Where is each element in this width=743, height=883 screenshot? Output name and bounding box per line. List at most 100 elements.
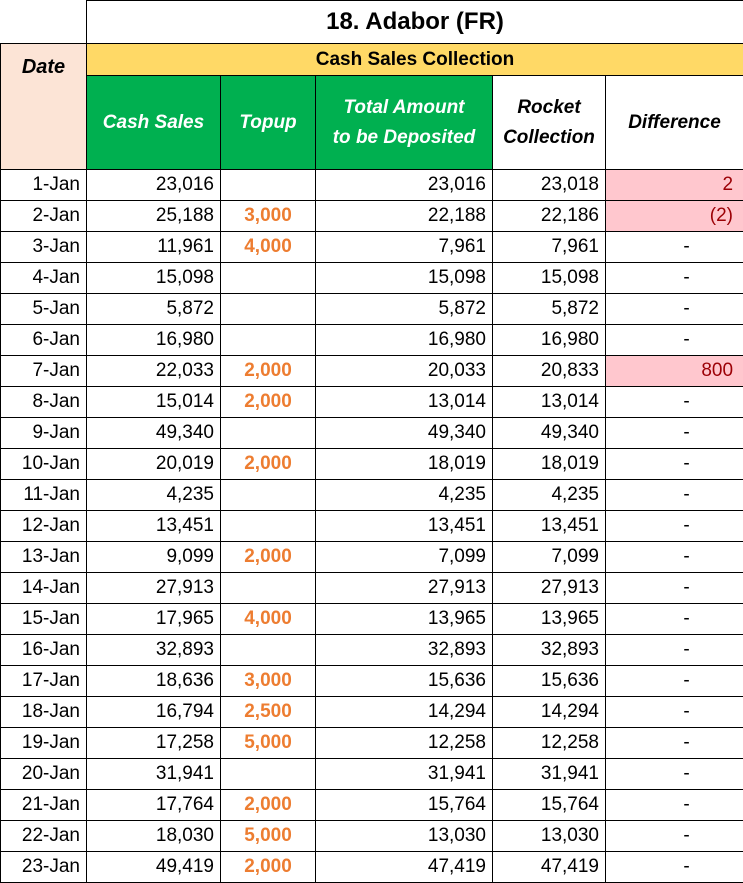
date-cell[interactable]: 5-Jan: [0, 293, 87, 325]
difference-cell[interactable]: -: [604, 665, 743, 697]
rocket-collection-cell[interactable]: 23,018: [492, 169, 606, 201]
difference-cell[interactable]: -: [604, 634, 743, 666]
cash-sales-cell[interactable]: 11,961: [86, 231, 221, 263]
date-cell[interactable]: 4-Jan: [0, 262, 87, 294]
total-amount-cell[interactable]: 16,980: [315, 324, 493, 356]
difference-header[interactable]: Difference: [604, 75, 743, 170]
total-amount-cell[interactable]: 18,019: [315, 448, 493, 480]
date-cell[interactable]: 14-Jan: [0, 572, 87, 604]
date-cell[interactable]: 6-Jan: [0, 324, 87, 356]
cash-sales-cell[interactable]: 4,235: [86, 479, 221, 511]
total-amount-cell[interactable]: 5,872: [315, 293, 493, 325]
date-cell[interactable]: 20-Jan: [0, 758, 87, 790]
total-amount-cell[interactable]: 15,636: [315, 665, 493, 697]
total-amount-header[interactable]: Total Amount to be Deposited: [315, 75, 493, 170]
topup-cell[interactable]: 5,000: [220, 820, 316, 852]
total-amount-cell[interactable]: 12,258: [315, 727, 493, 759]
total-amount-cell[interactable]: 31,941: [315, 758, 493, 790]
total-amount-cell[interactable]: 15,764: [315, 789, 493, 821]
total-amount-cell[interactable]: 13,014: [315, 386, 493, 418]
cash-sales-cell[interactable]: 32,893: [86, 634, 221, 666]
topup-cell[interactable]: [220, 758, 316, 790]
rocket-collection-cell[interactable]: 22,186: [492, 200, 606, 232]
rocket-collection-cell[interactable]: 15,098: [492, 262, 606, 294]
difference-cell[interactable]: -: [604, 789, 743, 821]
rocket-collection-cell[interactable]: 4,235: [492, 479, 606, 511]
topup-cell[interactable]: 2,000: [220, 355, 316, 387]
difference-cell[interactable]: -: [604, 572, 743, 604]
total-amount-cell[interactable]: 7,961: [315, 231, 493, 263]
total-amount-cell[interactable]: 49,340: [315, 417, 493, 449]
difference-cell[interactable]: (2): [604, 200, 743, 232]
total-amount-cell[interactable]: 13,965: [315, 603, 493, 635]
difference-cell[interactable]: -: [604, 324, 743, 356]
difference-cell[interactable]: 2: [604, 169, 743, 201]
cash-sales-header[interactable]: Cash Sales: [86, 75, 221, 170]
rocket-collection-cell[interactable]: 14,294: [492, 696, 606, 728]
total-amount-cell[interactable]: 4,235: [315, 479, 493, 511]
total-amount-cell[interactable]: 15,098: [315, 262, 493, 294]
difference-cell[interactable]: -: [604, 851, 743, 883]
topup-cell[interactable]: 2,000: [220, 541, 316, 573]
date-cell[interactable]: 23-Jan: [0, 851, 87, 883]
date-header[interactable]: Date: [0, 43, 87, 170]
cash-sales-cell[interactable]: 18,030: [86, 820, 221, 852]
rocket-collection-cell[interactable]: 12,258: [492, 727, 606, 759]
date-cell[interactable]: 21-Jan: [0, 789, 87, 821]
total-amount-cell[interactable]: 27,913: [315, 572, 493, 604]
total-amount-cell[interactable]: 13,451: [315, 510, 493, 542]
rocket-collection-cell[interactable]: 13,030: [492, 820, 606, 852]
rocket-collection-cell[interactable]: 15,636: [492, 665, 606, 697]
cash-sales-cell[interactable]: 5,872: [86, 293, 221, 325]
difference-cell[interactable]: -: [604, 231, 743, 263]
rocket-collection-cell[interactable]: 5,872: [492, 293, 606, 325]
total-amount-cell[interactable]: 22,188: [315, 200, 493, 232]
difference-cell[interactable]: -: [604, 603, 743, 635]
cash-sales-cell[interactable]: 49,340: [86, 417, 221, 449]
topup-cell[interactable]: 5,000: [220, 727, 316, 759]
rocket-collection-cell[interactable]: 31,941: [492, 758, 606, 790]
topup-cell[interactable]: 2,000: [220, 851, 316, 883]
rocket-collection-cell[interactable]: 32,893: [492, 634, 606, 666]
date-cell[interactable]: 10-Jan: [0, 448, 87, 480]
topup-cell[interactable]: [220, 479, 316, 511]
cash-sales-cell[interactable]: 13,451: [86, 510, 221, 542]
total-amount-cell[interactable]: 7,099: [315, 541, 493, 573]
difference-cell[interactable]: -: [604, 758, 743, 790]
total-amount-cell[interactable]: 32,893: [315, 634, 493, 666]
date-cell[interactable]: 16-Jan: [0, 634, 87, 666]
total-amount-cell[interactable]: 14,294: [315, 696, 493, 728]
difference-cell[interactable]: -: [604, 386, 743, 418]
cash-sales-cell[interactable]: 17,258: [86, 727, 221, 759]
topup-cell[interactable]: 4,000: [220, 603, 316, 635]
rocket-collection-cell[interactable]: 20,833: [492, 355, 606, 387]
date-cell[interactable]: 2-Jan: [0, 200, 87, 232]
date-cell[interactable]: 8-Jan: [0, 386, 87, 418]
date-cell[interactable]: 13-Jan: [0, 541, 87, 573]
total-amount-cell[interactable]: 47,419: [315, 851, 493, 883]
date-cell[interactable]: 1-Jan: [0, 169, 87, 201]
rocket-collection-cell[interactable]: 49,340: [492, 417, 606, 449]
date-cell[interactable]: 7-Jan: [0, 355, 87, 387]
cash-sales-cell[interactable]: 17,764: [86, 789, 221, 821]
rocket-collection-cell[interactable]: 15,764: [492, 789, 606, 821]
difference-cell[interactable]: -: [604, 262, 743, 294]
topup-cell[interactable]: 3,000: [220, 200, 316, 232]
rocket-collection-cell[interactable]: 13,014: [492, 386, 606, 418]
topup-cell[interactable]: 2,000: [220, 789, 316, 821]
difference-cell[interactable]: -: [604, 293, 743, 325]
rocket-collection-cell[interactable]: 16,980: [492, 324, 606, 356]
rocket-collection-cell[interactable]: 18,019: [492, 448, 606, 480]
total-amount-cell[interactable]: 23,016: [315, 169, 493, 201]
cash-sales-cell[interactable]: 16,980: [86, 324, 221, 356]
sheet-title[interactable]: 18. Adabor (FR): [85, 0, 743, 44]
rocket-collection-cell[interactable]: 13,965: [492, 603, 606, 635]
topup-cell[interactable]: 3,000: [220, 665, 316, 697]
difference-cell[interactable]: -: [604, 479, 743, 511]
section-header[interactable]: Cash Sales Collection: [85, 43, 743, 76]
difference-cell[interactable]: -: [604, 820, 743, 852]
topup-cell[interactable]: [220, 262, 316, 294]
rocket-collection-cell[interactable]: 47,419: [492, 851, 606, 883]
topup-cell[interactable]: 2,000: [220, 386, 316, 418]
date-cell[interactable]: 22-Jan: [0, 820, 87, 852]
